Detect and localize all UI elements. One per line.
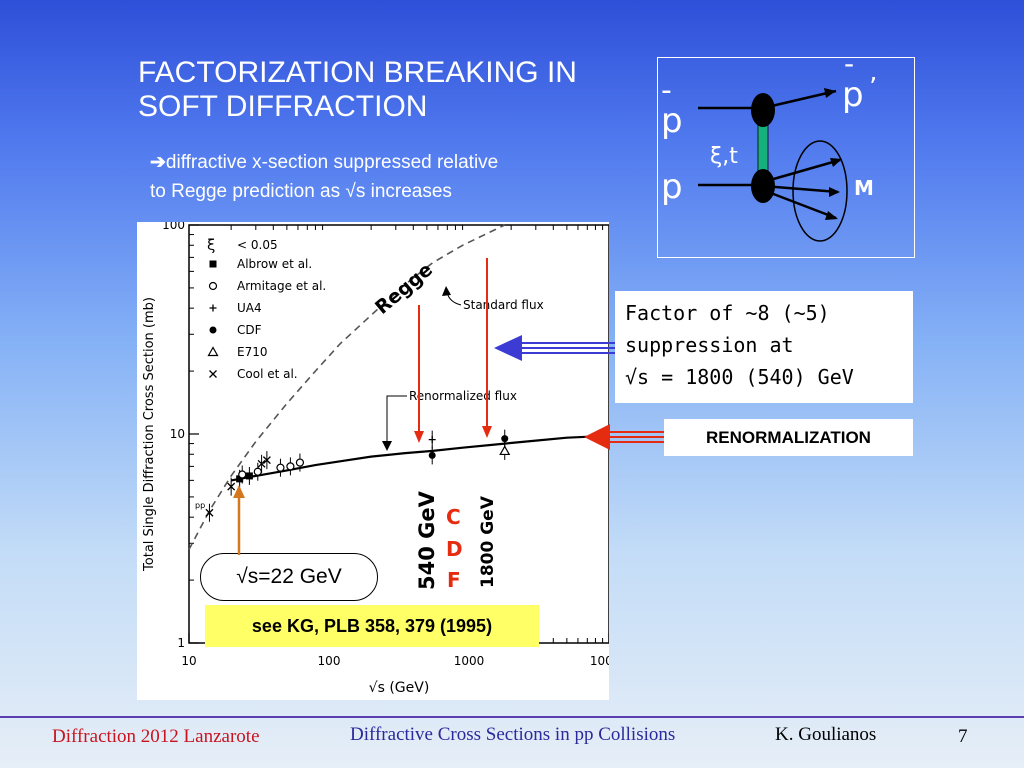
marker-triangle-open <box>207 346 219 357</box>
marker-cross <box>209 370 217 378</box>
x-axis-label: √s (GeV) <box>369 680 430 696</box>
slide-subtitle: ➔diffractive x-section suppressed relati… <box>150 148 640 206</box>
sqrt-s-22-label: √s=22 GeV <box>200 553 378 601</box>
diffraction-diagram: - p p - p ’ ξ,t M <box>657 57 915 258</box>
marker-cross <box>227 482 236 491</box>
cdf-letter-d: D <box>446 537 463 561</box>
mx-arrowhead-2 <box>829 187 840 197</box>
mx-arrowhead-1 <box>830 158 842 167</box>
exchange-label: ξ,t <box>710 144 738 169</box>
cdf-letter-f: F <box>447 568 461 592</box>
x-tick-label: 10000 <box>590 654 609 668</box>
marker-circle-open <box>295 458 305 467</box>
legend-entry-label: Albrow et al. <box>237 257 312 271</box>
footer-page-number: 7 <box>958 726 968 747</box>
y-tick-label: 100 <box>162 222 185 232</box>
legend-header-text: < 0.05 <box>237 238 278 252</box>
upper-vertex <box>751 93 775 127</box>
footer-conference: Diffraction 2012 Lanzarote <box>52 726 260 747</box>
blue-arrow <box>494 335 615 361</box>
marker-circle-filled <box>428 451 436 459</box>
title-line-1: FACTORIZATION BREAKING IN <box>138 56 577 89</box>
footer-divider <box>0 716 1024 718</box>
pp-label: pp <box>195 501 205 510</box>
factor-line-1: Factor of ~8 (~5) <box>625 301 830 325</box>
pbar-out-bar: - <box>844 57 854 80</box>
marker-circle-open <box>276 463 285 472</box>
legend-entry-label: UA4 <box>237 301 262 315</box>
mx-arrowhead-3 <box>825 211 838 220</box>
x-tick-label: 1000 <box>454 654 485 668</box>
energy-540-label: 540 GeV <box>415 490 439 590</box>
mx-line-3 <box>762 188 837 220</box>
marker-square <box>245 472 253 480</box>
mx-system-ellipse <box>792 140 848 242</box>
marker-circle-open <box>286 462 295 471</box>
slide-title: FACTORIZATION BREAKING IN SOFT DIFFRACTI… <box>138 56 658 124</box>
legend-entry-label: E710 <box>237 345 268 359</box>
pbar-out-label: p <box>842 75 864 115</box>
y-tick-label: 1 <box>177 636 185 650</box>
orange-arrow <box>233 485 245 555</box>
suppression-callout: Factor of ~8 (~5) suppression at √s = 18… <box>615 291 913 403</box>
reference-callout: see KG, PLB 358, 379 (1995) <box>205 605 539 647</box>
pbar-out-arrowhead <box>824 88 836 98</box>
marker-cross <box>205 508 214 517</box>
mx-line-2 <box>762 184 839 194</box>
marker-circle-open <box>238 470 247 479</box>
x-tick-label: 100 <box>318 654 341 668</box>
title-line-2: SOFT DIFFRACTION <box>138 90 428 123</box>
renormalized-flux-pointer-head <box>382 441 392 451</box>
marker-cross <box>257 459 266 468</box>
p-in-label: p <box>661 167 683 207</box>
energy-1800-label: 1800 GeV <box>478 495 498 588</box>
pbar-out-line <box>762 89 837 110</box>
red-arrow-540 <box>414 305 424 443</box>
standard-flux-label: Standard flux <box>463 298 544 312</box>
factor-line-3: √s = 1800 (540) GeV <box>625 365 854 389</box>
y-tick-label: 10 <box>170 427 185 441</box>
arrow-icon: ➔ <box>150 152 166 173</box>
footer-author: K. Goulianos <box>775 724 877 745</box>
legend-entry-label: Armitage et al. <box>237 279 326 293</box>
marker-circle-open <box>208 281 218 291</box>
cdf-letter-c: C <box>446 505 461 529</box>
red-arrow <box>584 424 664 450</box>
marker-square <box>209 260 217 268</box>
marker-circle-filled <box>209 326 217 334</box>
standard-flux-pointer-head <box>442 286 451 296</box>
renormalized-flux-label: Renormalized flux <box>409 389 517 403</box>
marker-circle-filled <box>501 435 509 443</box>
marker-square <box>236 475 244 483</box>
legend-entry-label: Cool et al. <box>237 367 298 381</box>
factor-line-2: suppression at <box>625 333 794 357</box>
subtitle-line-2: to Regge prediction as √s increases <box>150 181 452 202</box>
pbar-in-bar: - <box>661 73 672 108</box>
prime-mark: ’ <box>869 73 877 103</box>
y-axis-label: Total Single Diffraction Cross Section (… <box>142 297 157 572</box>
renormalization-callout: RENORMALIZATION <box>664 419 913 456</box>
mass-label: M <box>854 176 874 200</box>
pbar-in-label: p <box>661 101 683 141</box>
standard-flux-curve <box>188 224 506 550</box>
subtitle-line-1: diffractive x-section suppressed relativ… <box>165 152 499 173</box>
renormalized-flux-curve <box>230 434 609 482</box>
red-arrow-1800 <box>482 258 492 438</box>
legend-header-symbol: ξ <box>207 236 215 254</box>
marker-triangle-open <box>499 445 511 456</box>
marker-plus <box>209 304 217 312</box>
marker-plus <box>428 436 436 444</box>
renormalized-flux-pointer <box>386 395 407 444</box>
x-tick-label: 10 <box>181 654 196 668</box>
footer-talk-title: Diffractive Cross Sections in pp Collisi… <box>350 724 676 745</box>
marker-cross <box>262 456 271 465</box>
mx-line-1 <box>762 158 841 184</box>
legend-entry-label: CDF <box>237 323 262 337</box>
